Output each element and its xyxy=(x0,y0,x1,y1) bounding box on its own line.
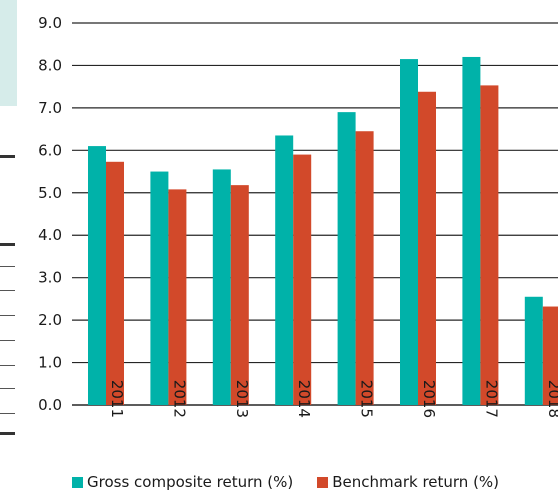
left-edge-rule xyxy=(0,290,15,291)
left-edge-rule xyxy=(0,388,15,389)
y-tick-label: 6.0 xyxy=(38,141,62,159)
left-edge-rule xyxy=(0,340,15,341)
y-tick-label: 8.0 xyxy=(38,56,62,74)
bar-benchmark-2011 xyxy=(106,161,124,405)
x-tick-label: 2013 xyxy=(233,380,251,418)
legend-item-benchmark: Benchmark return (%) xyxy=(317,473,499,491)
y-tick-label: 5.0 xyxy=(38,184,62,202)
bar-gross-2011 xyxy=(88,146,106,406)
bar-benchmark-2015 xyxy=(355,131,374,405)
y-tick-label: 2.0 xyxy=(38,311,62,329)
y-tick-label: 3.0 xyxy=(38,269,62,287)
bar-benchmark-2017 xyxy=(480,85,499,405)
x-tick-label: 2017 xyxy=(482,380,500,418)
left-edge-rule xyxy=(0,315,15,316)
x-tick-label: 2012 xyxy=(170,380,188,418)
legend-swatch-benchmark xyxy=(317,476,329,488)
y-tick-label: 7.0 xyxy=(38,99,62,117)
x-tick-label: 2016 xyxy=(420,380,438,418)
legend-item-gross: Gross composite return (%) xyxy=(72,473,293,491)
bars xyxy=(88,56,558,406)
bar-benchmark-2014 xyxy=(293,154,312,405)
legend-swatch-gross xyxy=(72,476,83,488)
x-tick-label: 2014 xyxy=(295,380,313,418)
bar-benchmark-2013 xyxy=(230,185,249,405)
left-edge-rule xyxy=(0,266,15,267)
bar-gross-2016 xyxy=(400,59,418,405)
x-axis: 2011 2012 2013 2014 2015 2016 2017 2018 xyxy=(108,380,558,418)
bar-gross-2014 xyxy=(275,135,294,405)
y-tick-label: 0.0 xyxy=(38,396,62,414)
legend: Gross composite return (%) Benchmark ret… xyxy=(72,473,499,491)
bar-gross-2012 xyxy=(150,171,169,405)
left-edge-rule xyxy=(0,155,15,158)
y-tick-label: 4.0 xyxy=(38,226,62,244)
bar-gross-2013 xyxy=(212,169,231,405)
legend-label-gross: Gross composite return (%) xyxy=(87,473,294,491)
x-tick-label: 2015 xyxy=(358,380,376,418)
left-edge-rule xyxy=(0,432,15,435)
y-tick-label: 1.0 xyxy=(38,354,62,372)
bar-benchmark-2016 xyxy=(418,91,436,405)
left-edge-rule xyxy=(0,243,15,246)
x-tick-label: 2011 xyxy=(108,380,126,418)
left-edge-rule xyxy=(0,365,15,366)
y-axis: 0.0 1.0 2.0 3.0 4.0 5.0 6.0 7.0 8.0 9.0 xyxy=(38,14,62,414)
bar-gross-2017 xyxy=(462,56,481,405)
bar-chart: 0.01.02.03.04.05.06.07.08.09.0 2011 2012 2… xyxy=(38,14,558,418)
bar-gross-2015 xyxy=(337,112,356,405)
left-edge-rule xyxy=(0,413,15,414)
legend-label-benchmark: Benchmark return (%) xyxy=(332,473,500,491)
bar-benchmark-2018 xyxy=(542,306,558,405)
x-tick-label: 2018 xyxy=(545,380,558,418)
y-tick-label: 9.0 xyxy=(38,14,62,32)
bar-gross-2018 xyxy=(524,296,543,405)
bar-benchmark-2012 xyxy=(168,189,187,405)
left-panel-fragment xyxy=(0,0,17,106)
